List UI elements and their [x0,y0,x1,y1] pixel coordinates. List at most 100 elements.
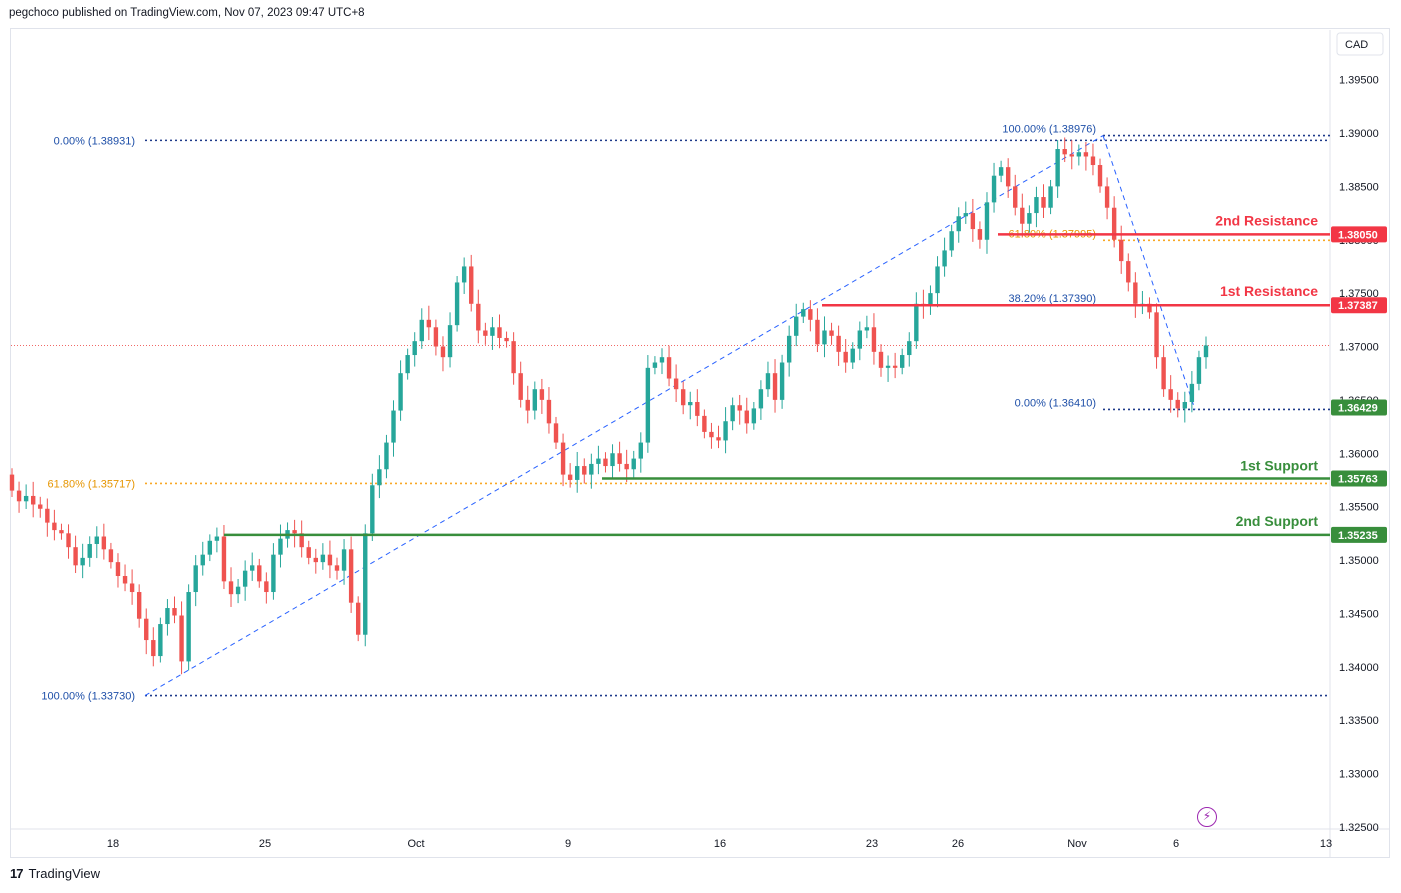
fib-label: 100.00% (1.38976) [1002,124,1096,136]
candle-body [193,565,198,593]
candle-body [1097,165,1103,187]
candle-body [1196,357,1202,384]
candle-body [765,373,771,390]
candle-body [1161,357,1166,390]
candle-body [94,536,99,544]
candle-body [716,437,721,441]
candle-body [1168,389,1173,400]
candle-body [151,640,156,657]
candle-body [751,408,757,424]
candle-body [624,463,629,470]
time-tick-label: 18 [107,838,119,850]
candle-body [73,547,78,566]
candle-body [313,557,318,563]
lightning-icon[interactable]: ⚡ [1197,807,1217,827]
candle-body [850,348,855,363]
time-tick-label: Oct [407,838,424,850]
candle-body [984,202,990,240]
candle-body [1076,152,1082,157]
candle-body [892,365,898,368]
chart-frame[interactable] [10,28,1390,858]
candle-body [857,330,863,349]
candle-body [412,341,417,356]
candle-body [815,319,820,345]
candle-body [461,266,467,283]
fib-label: 61.80% (1.35717) [48,478,135,490]
candle-body [1104,186,1110,208]
candle-body [179,615,184,662]
candle-body [673,378,679,390]
candle-body [539,389,545,400]
candle-body [419,319,424,342]
candle-body [730,405,735,422]
candle-body [702,415,707,432]
time-tick-label: 16 [714,838,726,850]
candle-body [186,592,191,662]
level-price: 1.35235 [1338,530,1378,542]
publisher-line: pegchoco published on TradingView.com, N… [9,7,365,19]
price-tick-label: 1.35000 [1339,555,1379,567]
candle-body [878,351,884,368]
price-tick-label: 1.37000 [1339,342,1379,354]
candle-body [1027,213,1032,224]
time-tick-label: 23 [866,838,878,850]
candle-body [405,355,410,374]
candle-body [1055,149,1060,187]
candle-body [228,581,234,595]
candle-body [242,570,248,587]
candle-body [871,327,877,352]
candle-body [341,549,347,571]
candle-body [172,608,177,616]
candle-body [1005,167,1011,187]
candle-body [370,485,375,534]
fib-label: 0.00% (1.38931) [54,135,135,147]
candle-body [737,405,742,411]
price-tick-label: 1.39000 [1339,128,1379,140]
price-tick-label: 1.36000 [1339,448,1379,460]
candle-body [511,341,516,374]
time-tick-label: 26 [952,838,964,850]
candle-body [250,565,255,571]
candle-body [59,530,64,534]
candle-body [603,458,608,467]
candle-body [122,576,128,584]
time-tick-label: 25 [259,838,271,850]
candle-body [864,327,870,331]
candle-body [560,442,566,475]
level-price: 1.35763 [1338,474,1378,486]
candle-body [200,554,205,566]
candle-body [575,466,580,480]
candle-body [977,229,983,240]
candle-body [744,410,749,424]
candle-body [970,213,976,230]
candle-body [1013,186,1018,208]
candle-body [998,167,1004,176]
candle-body [822,330,827,345]
price-tick-label: 1.39500 [1339,75,1379,87]
candle-body [1203,345,1209,358]
price-tick-label: 1.34500 [1339,608,1379,620]
candle-body [1154,312,1159,358]
candle-body [582,466,587,475]
candle-body [221,536,227,582]
candle-body [963,213,968,217]
candle-body [52,522,57,531]
candle-body [292,530,297,534]
candle-body [1147,303,1152,313]
candle-body [659,357,665,363]
level-price-tag [1331,226,1387,243]
price-tick-label: 1.34000 [1339,662,1379,674]
candle-body [907,341,912,356]
candle-body [447,325,453,358]
level-name: 1st Resistance [1220,283,1318,299]
candle-body [16,490,22,502]
candle-body [440,346,446,358]
candle-body [1041,197,1046,208]
candle-body [596,458,601,464]
time-tick-label: 9 [565,838,571,850]
candle-body [115,562,121,577]
candle-body [1119,239,1124,262]
candle-body [384,442,389,470]
time-tick-label: Nov [1067,838,1087,850]
